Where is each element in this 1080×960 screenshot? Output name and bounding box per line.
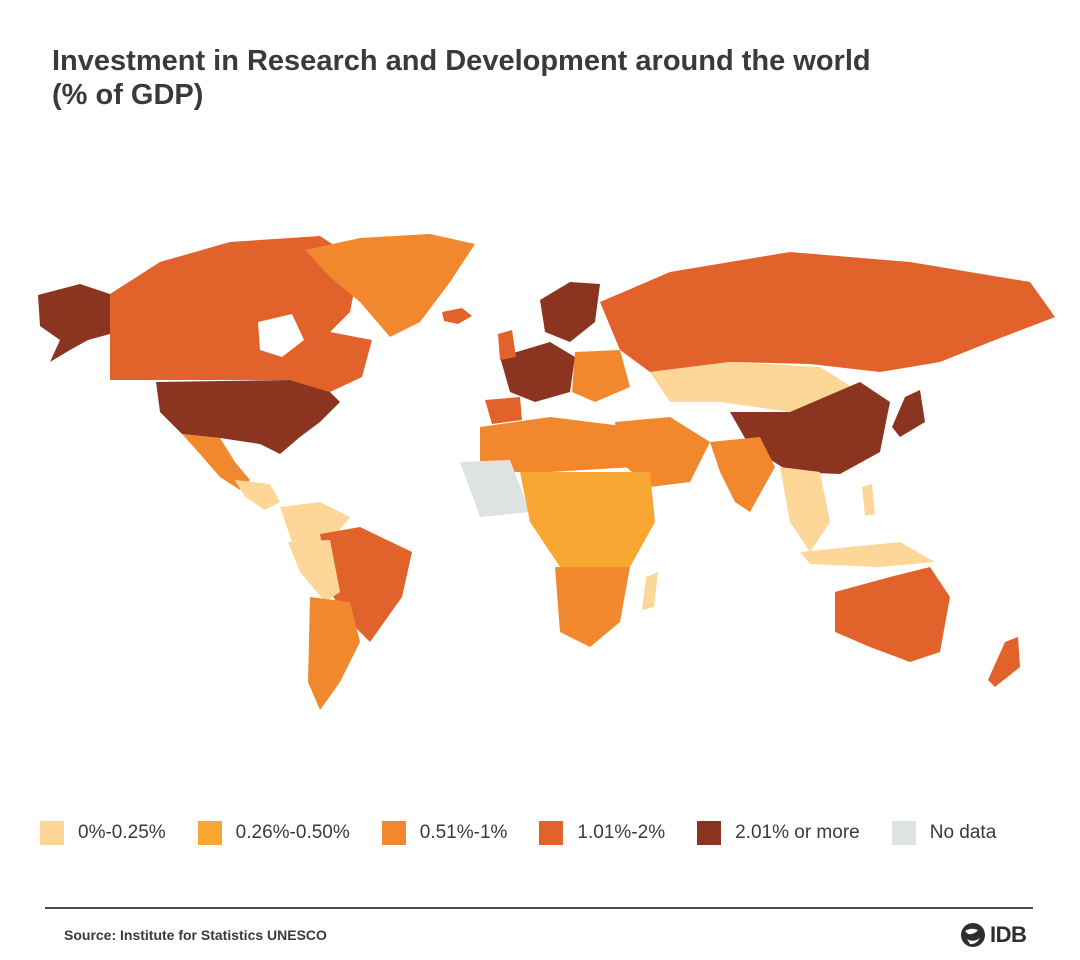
region-spain xyxy=(485,397,522,424)
legend-item: 0.26%-0.50% xyxy=(197,821,350,845)
region-usa xyxy=(156,380,340,454)
region-alaska xyxy=(38,284,110,362)
region-madagascar xyxy=(642,572,658,610)
legend-label: 1.01%-2% xyxy=(577,822,666,843)
legend-label: 0.51%-1% xyxy=(419,822,508,843)
region-india xyxy=(710,437,775,512)
region-western-europe xyxy=(500,342,575,402)
region-china xyxy=(730,382,890,474)
legend-swatch xyxy=(891,821,916,845)
region-kazakhstan-mongolia xyxy=(650,362,860,412)
legend-swatch xyxy=(381,821,406,845)
legend-swatch xyxy=(197,821,222,845)
region-russia xyxy=(600,252,1055,372)
region-central-america xyxy=(235,480,280,510)
world-map xyxy=(38,234,1055,710)
legend-item: No data xyxy=(891,821,997,845)
legend-item: 1.01%-2% xyxy=(539,821,665,845)
region-middle-east xyxy=(615,417,710,487)
region-canada xyxy=(110,236,372,392)
legend-label: 2.01% or more xyxy=(735,822,860,843)
region-argentina-chile xyxy=(308,597,360,710)
idb-logo: IDB xyxy=(958,921,1027,949)
region-central-africa xyxy=(520,472,655,567)
region-eastern-europe xyxy=(572,350,630,402)
chart-title: Investment in Research and Development a… xyxy=(52,45,871,111)
region-peru-bolivia xyxy=(288,540,340,602)
legend-label: No data xyxy=(929,822,997,843)
region-brazil xyxy=(320,527,412,642)
logo-text: IDB xyxy=(990,922,1027,947)
region-australia xyxy=(835,567,950,662)
region-uk xyxy=(498,330,516,360)
legend-swatch xyxy=(539,821,564,845)
region-north-africa xyxy=(480,417,635,472)
region-mexico xyxy=(182,434,250,490)
legend-swatch xyxy=(697,821,722,845)
region-southern-africa xyxy=(555,567,630,647)
region-greenland xyxy=(305,234,475,337)
footer-divider xyxy=(45,907,1033,909)
region-hudson-bay xyxy=(258,314,304,357)
region-scandinavia xyxy=(540,282,600,342)
legend-item: 0%-0.25% xyxy=(40,821,166,845)
region-southeast-asia xyxy=(780,467,830,552)
legend: 0%-0.25% 0.26%-0.50% 0.51%-1% 1.01%-2% 2… xyxy=(40,818,1040,848)
region-japan xyxy=(892,390,925,437)
legend-label: 0%-0.25% xyxy=(78,822,166,843)
region-philippines xyxy=(862,484,875,516)
region-indonesia xyxy=(800,542,935,567)
region-new-zealand xyxy=(988,637,1020,687)
legend-item: 2.01% or more xyxy=(697,821,860,845)
region-iceland xyxy=(442,308,472,324)
legend-item: 0.51%-1% xyxy=(381,821,508,845)
region-west-africa xyxy=(460,460,530,517)
legend-label: 0.26%-0.50% xyxy=(235,822,350,843)
globe-hand-icon xyxy=(961,923,985,947)
legend-swatch xyxy=(40,821,64,845)
source-note: Source: Institute for Statistics UNESCO xyxy=(64,927,327,943)
